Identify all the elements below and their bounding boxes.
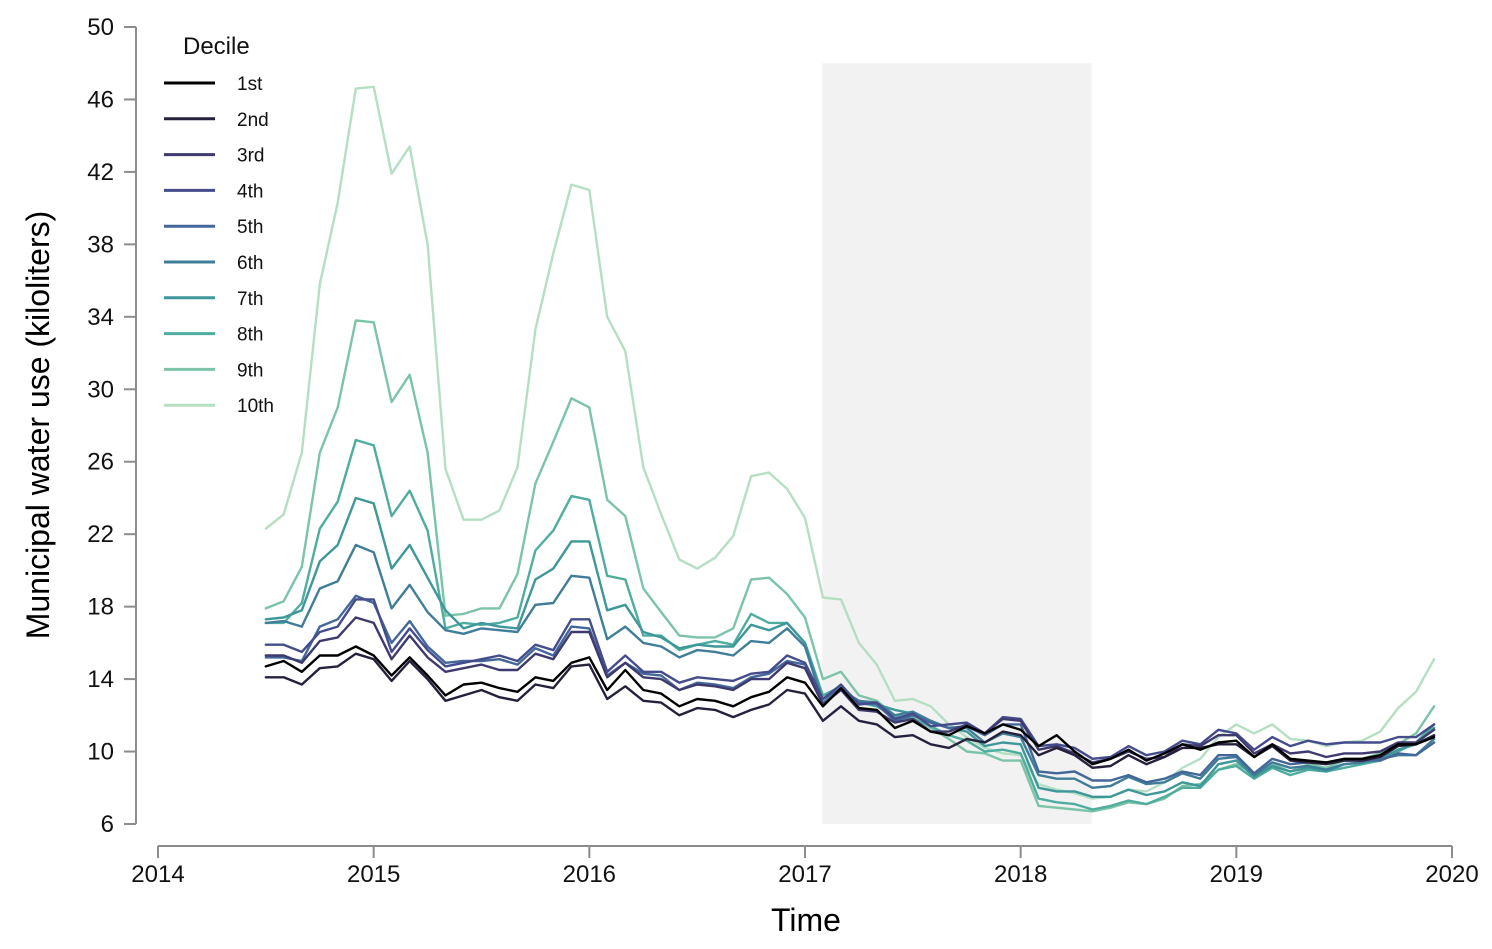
y-tick-label: 50 <box>87 14 114 41</box>
x-tick-label: 2018 <box>994 861 1047 888</box>
series-line-decile-9th <box>264 319 1436 813</box>
series-line-decile-4th <box>264 598 1436 760</box>
legend-label: 5th <box>237 217 263 238</box>
legend-label: 9th <box>237 360 263 381</box>
legend-title: Decile <box>183 33 250 60</box>
legend-label: 7th <box>237 289 263 310</box>
x-tick-label: 2015 <box>347 861 400 888</box>
x-tick-label: 2020 <box>1425 861 1478 888</box>
x-tick-label: 2019 <box>1210 861 1263 888</box>
x-axis-title: Time <box>771 902 841 938</box>
y-tick-label: 30 <box>87 376 114 403</box>
y-tick-label: 6 <box>101 811 114 838</box>
y-tick-label: 26 <box>87 449 114 476</box>
y-axis-title: Municipal water use (kiloliters) <box>20 211 56 640</box>
legend-label: 10th <box>237 396 274 417</box>
y-tick-label: 10 <box>87 739 114 766</box>
series-line-decile-3rd <box>264 616 1436 764</box>
legend-label: 8th <box>237 325 263 346</box>
x-tick-label: 2017 <box>778 861 831 888</box>
y-tick-label: 38 <box>87 231 114 258</box>
y-tick-label: 14 <box>87 666 114 693</box>
legend: Decile 1st 2nd 3rd 4th 5th 6th 7th 8th 9th 10th <box>164 33 274 417</box>
legend-label: 6th <box>237 253 263 274</box>
y-tick-label: 46 <box>87 86 114 113</box>
legend-label: 1st <box>237 74 263 95</box>
x-tick-label: 2016 <box>563 861 616 888</box>
legend-label: 3rd <box>237 146 264 167</box>
y-tick-label: 34 <box>87 304 114 331</box>
legend-label: 2nd <box>237 110 269 131</box>
series-line-decile-2nd <box>264 652 1436 769</box>
y-tick-label: 18 <box>87 594 114 621</box>
legend-label: 4th <box>237 181 263 202</box>
y-tick-label: 42 <box>87 159 114 186</box>
x-tick-label: 2014 <box>131 861 184 888</box>
series-line-decile-10th <box>264 85 1436 800</box>
y-tick-label: 22 <box>87 521 114 548</box>
series-layer <box>264 85 1436 813</box>
series-line-decile-1st <box>264 645 1436 766</box>
axes-layer: 6 10 14 18 22 26 30 34 38 42 46 50 2014 2015 2016 2017 2… <box>87 14 1478 888</box>
